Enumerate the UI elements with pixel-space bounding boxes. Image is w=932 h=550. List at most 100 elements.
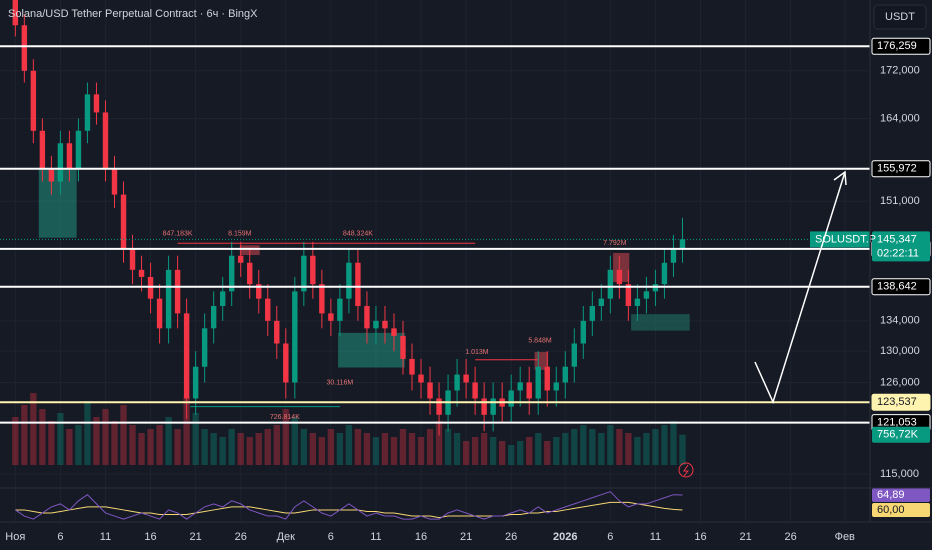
volume-bar [237, 433, 244, 465]
candle-body [283, 343, 289, 383]
price-label: 756,72K [877, 429, 919, 441]
candle-body [247, 262, 253, 285]
volume-bar [264, 429, 271, 465]
candle-body [391, 328, 397, 336]
x-tick-label: 21 [739, 531, 751, 543]
price-label: 176,259 [877, 40, 917, 52]
price-label-bg [872, 426, 930, 443]
x-tick-label: 6 [57, 531, 63, 543]
volume-bar [598, 433, 605, 465]
volume-bar [246, 437, 253, 465]
x-tick-label: 11 [100, 531, 111, 543]
volume-bar [435, 421, 443, 465]
volume-bar [408, 433, 416, 465]
price-label-bg [871, 278, 931, 296]
candle-body [319, 284, 325, 314]
volume-bar [57, 413, 64, 465]
zone [338, 332, 405, 368]
candle-body [436, 398, 442, 415]
price-label: 155,972 [877, 163, 917, 175]
currency-button[interactable] [873, 4, 927, 30]
volume-bar [571, 429, 578, 465]
candle-body [598, 298, 605, 306]
candle-body [364, 305, 370, 329]
candle-body [346, 262, 352, 299]
price-label-bg [871, 37, 931, 55]
volume-annotation: 30.116M [327, 379, 354, 386]
arrow-head [833, 170, 847, 186]
x-tick-label: 11 [650, 531, 661, 543]
y-tick-label: 126,000 [880, 376, 920, 388]
volume-bar [634, 437, 641, 465]
candle-body [508, 390, 514, 407]
candle-body [652, 284, 659, 292]
volume-bar [336, 433, 344, 465]
volume-bar [219, 437, 226, 465]
y-tick-label: 164,000 [880, 112, 920, 124]
candle-body [589, 305, 596, 321]
rsi-label-bg [872, 488, 930, 503]
y-tick-label: 130,000 [880, 345, 920, 357]
y-tick-label: 151,000 [880, 195, 920, 207]
candle-body [210, 305, 217, 329]
zone [631, 314, 690, 331]
volume-bar [417, 437, 425, 465]
volume-bar [508, 445, 515, 465]
volume-annotation: 726.814K [270, 414, 300, 421]
candle-body [310, 255, 316, 285]
rsi_ma-line [15, 501, 683, 519]
candle-body [66, 143, 73, 169]
candle-body [328, 313, 334, 321]
candle-body [571, 343, 577, 367]
rsi_ma-label-bg [872, 502, 930, 517]
candle-body [679, 239, 686, 249]
current-price-bg [872, 231, 930, 262]
alert-icon[interactable] [678, 462, 694, 478]
volume-bar [643, 433, 650, 465]
volume-bar [12, 417, 19, 465]
x-tick-label: 11 [370, 531, 381, 543]
candle-body [228, 255, 235, 292]
candle-body [147, 276, 154, 299]
candle-body [201, 328, 208, 367]
volume-bar [372, 437, 380, 465]
volume-bar [589, 429, 596, 465]
candle-body [427, 382, 433, 399]
rsi_ma-label: 60,00 [877, 504, 905, 516]
volume-bar [174, 429, 181, 465]
volume-bar [480, 433, 488, 465]
chart-title: Solana/USD Tether Perpetual Contract · 6… [8, 8, 258, 20]
candle-body [192, 366, 199, 399]
volume-bar [345, 425, 353, 465]
candle-body [400, 335, 406, 359]
x-tick-label: Фев [835, 531, 855, 543]
candle-body [373, 320, 379, 329]
candle-body [409, 358, 415, 375]
volume-bar [183, 397, 190, 465]
candle-body [21, 25, 28, 71]
candle-body [634, 298, 641, 306]
volume-bar [282, 409, 289, 465]
candle-body [670, 248, 677, 263]
volume-bar [120, 405, 127, 465]
volume-bar [489, 437, 497, 465]
candle-body [219, 291, 226, 306]
alert-bolt [683, 464, 690, 477]
volume-bar [318, 437, 326, 465]
candle-body [337, 298, 343, 321]
candle-body [481, 398, 487, 415]
candle-body [93, 94, 100, 113]
candle-body [553, 382, 559, 391]
candle-body [39, 130, 46, 169]
x-tick-label: 6 [607, 531, 613, 543]
candle-body [661, 262, 668, 285]
volume-bar [84, 401, 91, 465]
volume-bar [66, 429, 73, 465]
volume-bar [75, 425, 82, 465]
volume-annotation: 848.324K [343, 230, 373, 237]
volume-bar [390, 437, 398, 465]
candle-body [301, 255, 307, 292]
volume-bar [580, 425, 587, 465]
candle-body [265, 298, 271, 321]
